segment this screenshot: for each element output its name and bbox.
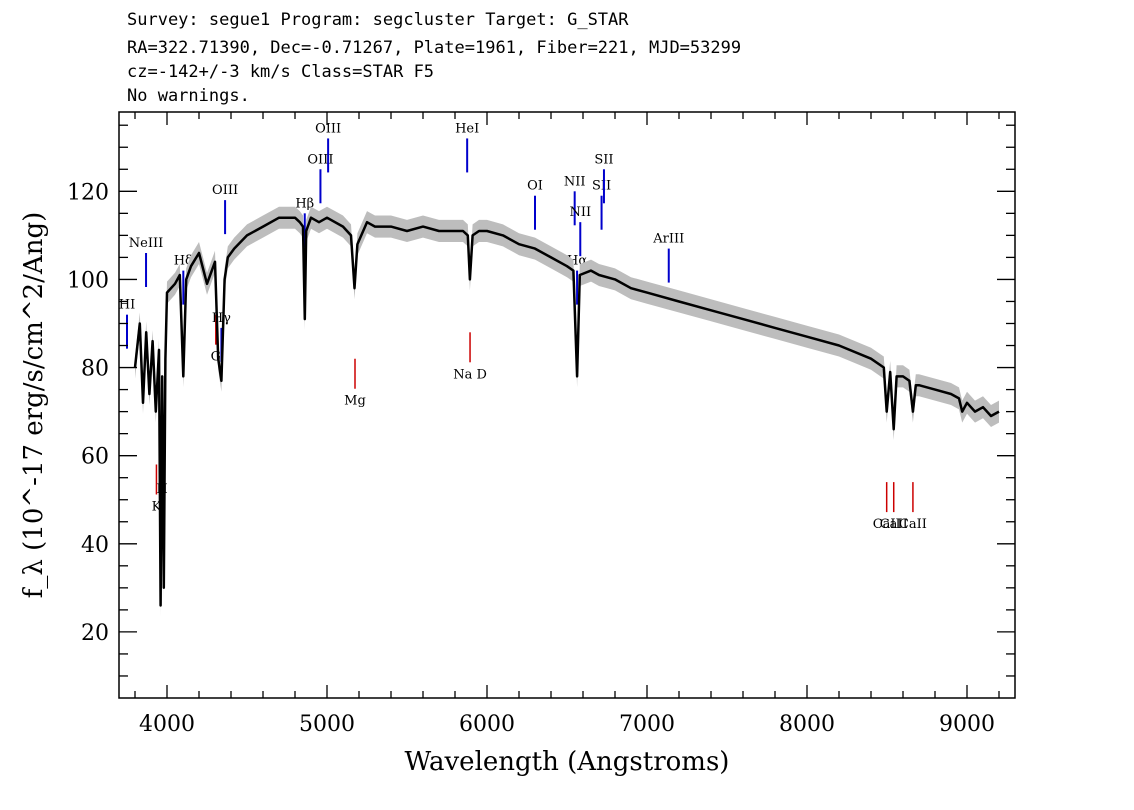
absorption-line-label: CaII <box>899 517 927 532</box>
emission-line-label: SII <box>594 152 613 167</box>
y-axis-title: f_λ (10^-17 erg/s/cm^2/Ang) <box>19 212 49 598</box>
y-tick-label: 100 <box>67 268 109 293</box>
y-tick-label: 80 <box>81 357 109 382</box>
emission-line-label: OIII <box>307 152 333 167</box>
y-tick-label: 40 <box>81 533 109 558</box>
emission-line-label: Hβ <box>295 196 314 211</box>
flux-line <box>133 216 1000 607</box>
absorption-line-label: Mg <box>344 394 366 409</box>
header-line-3: cz=-142+/-3 km/s Class=STAR F5 <box>127 62 435 82</box>
emission-line-label: ArIII <box>652 232 684 247</box>
y-tick-label: 120 <box>67 180 109 205</box>
x-tick-label: 5000 <box>299 712 355 737</box>
absorption-line-label: CaII <box>873 517 901 532</box>
absorption-line-label: Na D <box>453 367 487 382</box>
absorption-line-label: CaII <box>880 517 908 532</box>
emission-line-label: NII <box>569 205 591 220</box>
y-tick-label: 20 <box>81 621 109 646</box>
emission-line-label: SII <box>592 179 611 194</box>
x-tick-label: 6000 <box>459 712 515 737</box>
emission-line-label: NeIII <box>129 236 163 251</box>
emission-line-label: Hγ <box>212 311 231 326</box>
y-tick-label: 60 <box>81 445 109 470</box>
x-tick-label: 4000 <box>139 712 195 737</box>
x-tick-label: 9000 <box>939 712 995 737</box>
emission-line-label: HeI <box>455 121 479 136</box>
emission-line-label: OIII <box>315 121 341 136</box>
x-tick-label: 7000 <box>619 712 675 737</box>
absorption-line-label: K <box>152 499 162 514</box>
header-line-2: RA=322.71390, Dec=-0.71267, Plate=1961, … <box>127 38 742 58</box>
emission-line-label: HI <box>119 298 135 313</box>
emission-line-label: NII <box>564 174 586 189</box>
emission-line-label: OI <box>527 179 543 194</box>
error-band <box>135 206 999 617</box>
x-tick-label: 8000 <box>779 712 835 737</box>
absorption-line-label: G <box>211 350 221 365</box>
plot-frame <box>118 111 1016 699</box>
header-line-4: No warnings. <box>127 86 250 106</box>
axis-ticks: 4000 5000 6000 7000 8000 9000 20 40 60 80 100 120 <box>67 112 1015 737</box>
header-line-1: Survey: segue1 Program: segcluster Targe… <box>127 10 629 30</box>
y-axis-title-text: f_λ (10^-17 erg/s/cm^2/Ang) <box>19 212 49 598</box>
x-axis-title: Wavelength (Angstroms) <box>405 747 730 777</box>
emission-line-label: OIII <box>212 183 238 198</box>
